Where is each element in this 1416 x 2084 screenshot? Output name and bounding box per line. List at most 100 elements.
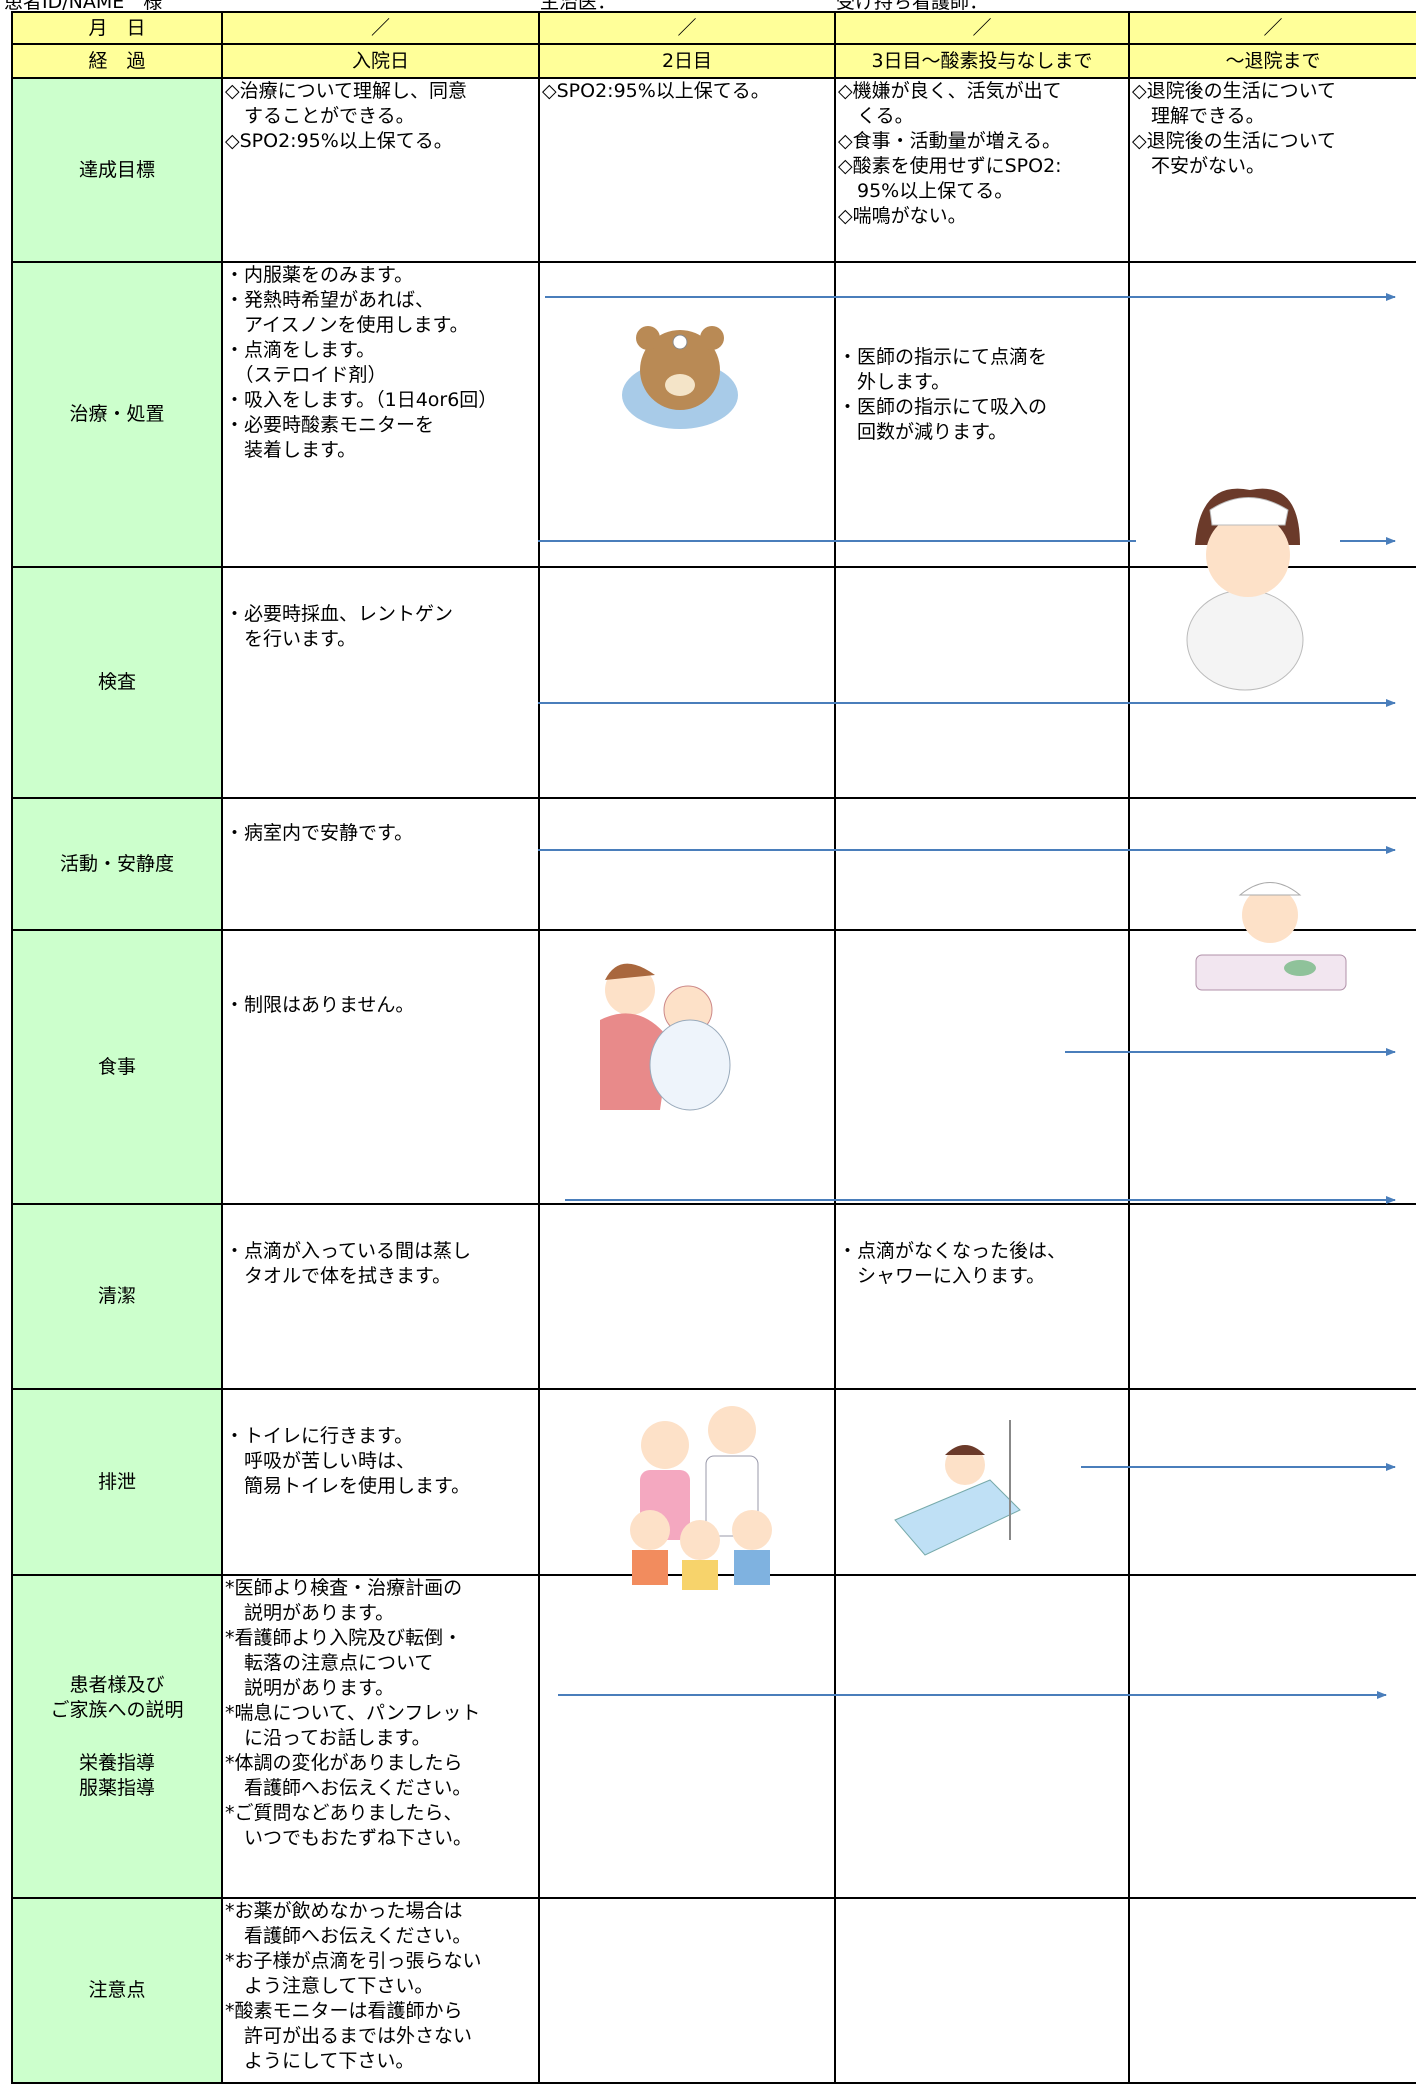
row-label: 患者様及び ご家族への説明 栄養指導 服薬指導 <box>11 1574 223 1899</box>
text-line: ◇食事・活動量が増える。 <box>838 130 1062 152</box>
cell: ・トイレに行きます。 呼吸が苦しい時は、 簡易トイレを使用します。 <box>221 1388 540 1576</box>
text-line: することができる。 <box>225 105 415 127</box>
header-cell: ～退院まで <box>1128 43 1416 79</box>
cell <box>1128 1203 1416 1390</box>
table-row: 活動・安静度 ・病室内で安静です。 <box>11 797 1416 931</box>
text-line: ◇SPO2:95%以上保てる。 <box>225 130 453 152</box>
cell: *医師より検査・治療計画の 説明があります。 *看護師より入院及び転倒・ 転落の注… <box>221 1574 540 1899</box>
text-line: を行います。 <box>225 628 357 650</box>
cell <box>1128 929 1416 1205</box>
table-row: 注意点 *お薬が飲めなかった場合は 看護師へお伝えください。 *お子様が点滴を引っ張… <box>11 1897 1416 2084</box>
cell <box>834 797 1130 931</box>
text-line: 95%以上保てる。 <box>838 180 1014 202</box>
table-row: 達成目標 ◇治療について理解し、同意 することができる。 ◇SPO2:95%以上保て… <box>11 77 1416 263</box>
text-line: 説明があります。 <box>225 1602 395 1624</box>
text-line: *酸素モニターは看護師から <box>225 2000 463 2022</box>
nurse: 受け持ち看護師： <box>836 0 989 11</box>
cell <box>1128 261 1416 568</box>
cell <box>1128 1574 1416 1899</box>
label-line: 食事 <box>97 1055 136 1078</box>
text-line: 回数が減ります。 <box>838 421 1008 443</box>
cell: ・内服薬をのみます。 ・発熱時希望があれば、 アイスノンを使用します。 ・点滴をしま… <box>221 261 540 568</box>
text-line: ◇喘鳴がない。 <box>838 205 967 227</box>
text-line: ・点滴が入っている間は蒸し <box>225 1240 472 1262</box>
text-line: 看護師へお伝えください。 <box>225 1925 472 1947</box>
row-label: 月 日 <box>11 11 223 45</box>
header-cell: 3日目～酸素投与なしまで <box>834 43 1130 79</box>
cell <box>1128 1897 1416 2084</box>
text-line: ・吸入をします。（1日4or6回） <box>225 389 498 411</box>
text-line: 呼吸が苦しい時は、 <box>225 1450 416 1472</box>
cell <box>834 1574 1130 1899</box>
text-line: *お子様が点滴を引っ張らない <box>225 1950 482 1972</box>
label-line: 服薬指導 <box>78 1776 155 1799</box>
text-line: シャワーに入ります。 <box>838 1265 1046 1287</box>
cell: ・制限はありません。 <box>221 929 540 1205</box>
text-line: *体調の変化がありましたら <box>225 1752 463 1774</box>
text-line: ・医師の指示にて点滴を <box>838 346 1048 368</box>
table-row: 検査 ・必要時採血、レントゲン を行います。 <box>11 566 1416 799</box>
cell: ◇機嫌が良く、活気が出て くる。 ◇食事・活動量が増える。 ◇酸素を使用せずにSPO… <box>834 77 1130 263</box>
text-line: ・必要時採血、レントゲン <box>225 603 454 625</box>
text-line: ・必要時酸素モニターを <box>225 414 435 436</box>
text-line: ◇SPO2:95%以上保てる。 <box>542 80 770 102</box>
cell <box>538 1203 836 1390</box>
cell <box>538 1897 836 2084</box>
table-row: 食事 ・制限はありません。 <box>11 929 1416 1205</box>
text-line: アイスノンを使用します。 <box>225 314 469 336</box>
text-line: ・発熱時希望があれば、 <box>225 289 435 311</box>
text-line: タオルで体を拭きます。 <box>225 1265 452 1287</box>
row-label: 注意点 <box>11 1897 223 2084</box>
text-line: ◇治療について理解し、同意 <box>225 80 468 102</box>
page: {"header": {"patient": "患者ID/NAME 様", "d… <box>4 0 1416 2084</box>
cell: ・必要時採血、レントゲン を行います。 <box>221 566 540 799</box>
cell <box>834 1897 1130 2084</box>
row-label: 治療・処置 <box>11 261 223 568</box>
table-row: 排泄 ・トイレに行きます。 呼吸が苦しい時は、 簡易トイレを使用します。 <box>11 1388 1416 1576</box>
row-label: 検査 <box>11 566 223 799</box>
text-line: ようにして下さい。 <box>225 2050 415 2072</box>
cell <box>538 566 836 799</box>
table-row: 清潔 ・点滴が入っている間は蒸し タオルで体を拭きます。 ・点滴がなくなった後は、 … <box>11 1203 1416 1390</box>
label-line: 患者様及び <box>69 1673 165 1696</box>
row-label: 排泄 <box>11 1388 223 1576</box>
text-line: 不安がない。 <box>1132 155 1266 177</box>
text-line: *ご質問などありましたら、 <box>225 1802 463 1824</box>
header-row: 月 日／／／／ <box>11 11 1416 45</box>
text-line: ◇退院後の生活について <box>1132 130 1337 152</box>
text-line: 装着します。 <box>225 439 357 461</box>
cell <box>538 929 836 1205</box>
text-line: 理解できる。 <box>1132 105 1265 127</box>
text-line: ◇酸素を使用せずにSPO2: <box>838 155 1062 177</box>
text-line: ・制限はありません。 <box>225 994 415 1016</box>
cell: ◇治療について理解し、同意 することができる。 ◇SPO2:95%以上保てる。 <box>221 77 540 263</box>
table-row: 治療・処置 ・内服薬をのみます。 ・発熱時希望があれば、 アイスノンを使用します。・… <box>11 261 1416 568</box>
text-line: ・点滴がなくなった後は、 <box>838 1240 1067 1262</box>
header-cell: ／ <box>1128 11 1416 45</box>
header-cell: ／ <box>538 11 836 45</box>
text-line: くる。 <box>838 105 914 127</box>
table-row: 患者様及び ご家族への説明 栄養指導 服薬指導 *医師より検査・治療計画の 説明がありま… <box>11 1574 1416 1899</box>
cell <box>834 566 1130 799</box>
text-line: *看護師より入院及び転倒・ <box>225 1627 463 1649</box>
text-line: 転落の注意点について <box>225 1652 434 1674</box>
cell: ◇退院後の生活について 理解できる。 ◇退院後の生活について 不安がない。 <box>1128 77 1416 263</box>
text-line: に沿ってお話します。 <box>225 1727 431 1749</box>
text-line: 外します。 <box>838 371 951 393</box>
header-cell: ／ <box>834 11 1130 45</box>
text-line: ◇退院後の生活について <box>1132 80 1337 102</box>
cell <box>1128 1388 1416 1576</box>
doctor: 主治医： <box>540 0 617 11</box>
text-line: *お薬が飲めなかった場合は <box>225 1900 463 1922</box>
label-line: 達成目標 <box>78 158 155 181</box>
text-line: ◇機嫌が良く、活気が出て <box>838 80 1062 102</box>
cell: ・医師の指示にて点滴を 外します。 ・医師の指示にて吸入の 回数が減ります。 <box>834 261 1130 568</box>
cell: *お薬が飲めなかった場合は 看護師へお伝えください。 *お子様が点滴を引っ張らない… <box>221 1897 540 2084</box>
cell <box>538 1574 836 1899</box>
row-label: 経 過 <box>11 43 223 79</box>
cell <box>1128 566 1416 799</box>
row-label: 活動・安静度 <box>11 797 223 931</box>
text-line: 許可が出るまでは外さない <box>225 2025 473 2047</box>
patient-name: 患者ID/NAME 様 <box>4 0 163 11</box>
text-line: 看護師へお伝えください。 <box>225 1777 472 1799</box>
